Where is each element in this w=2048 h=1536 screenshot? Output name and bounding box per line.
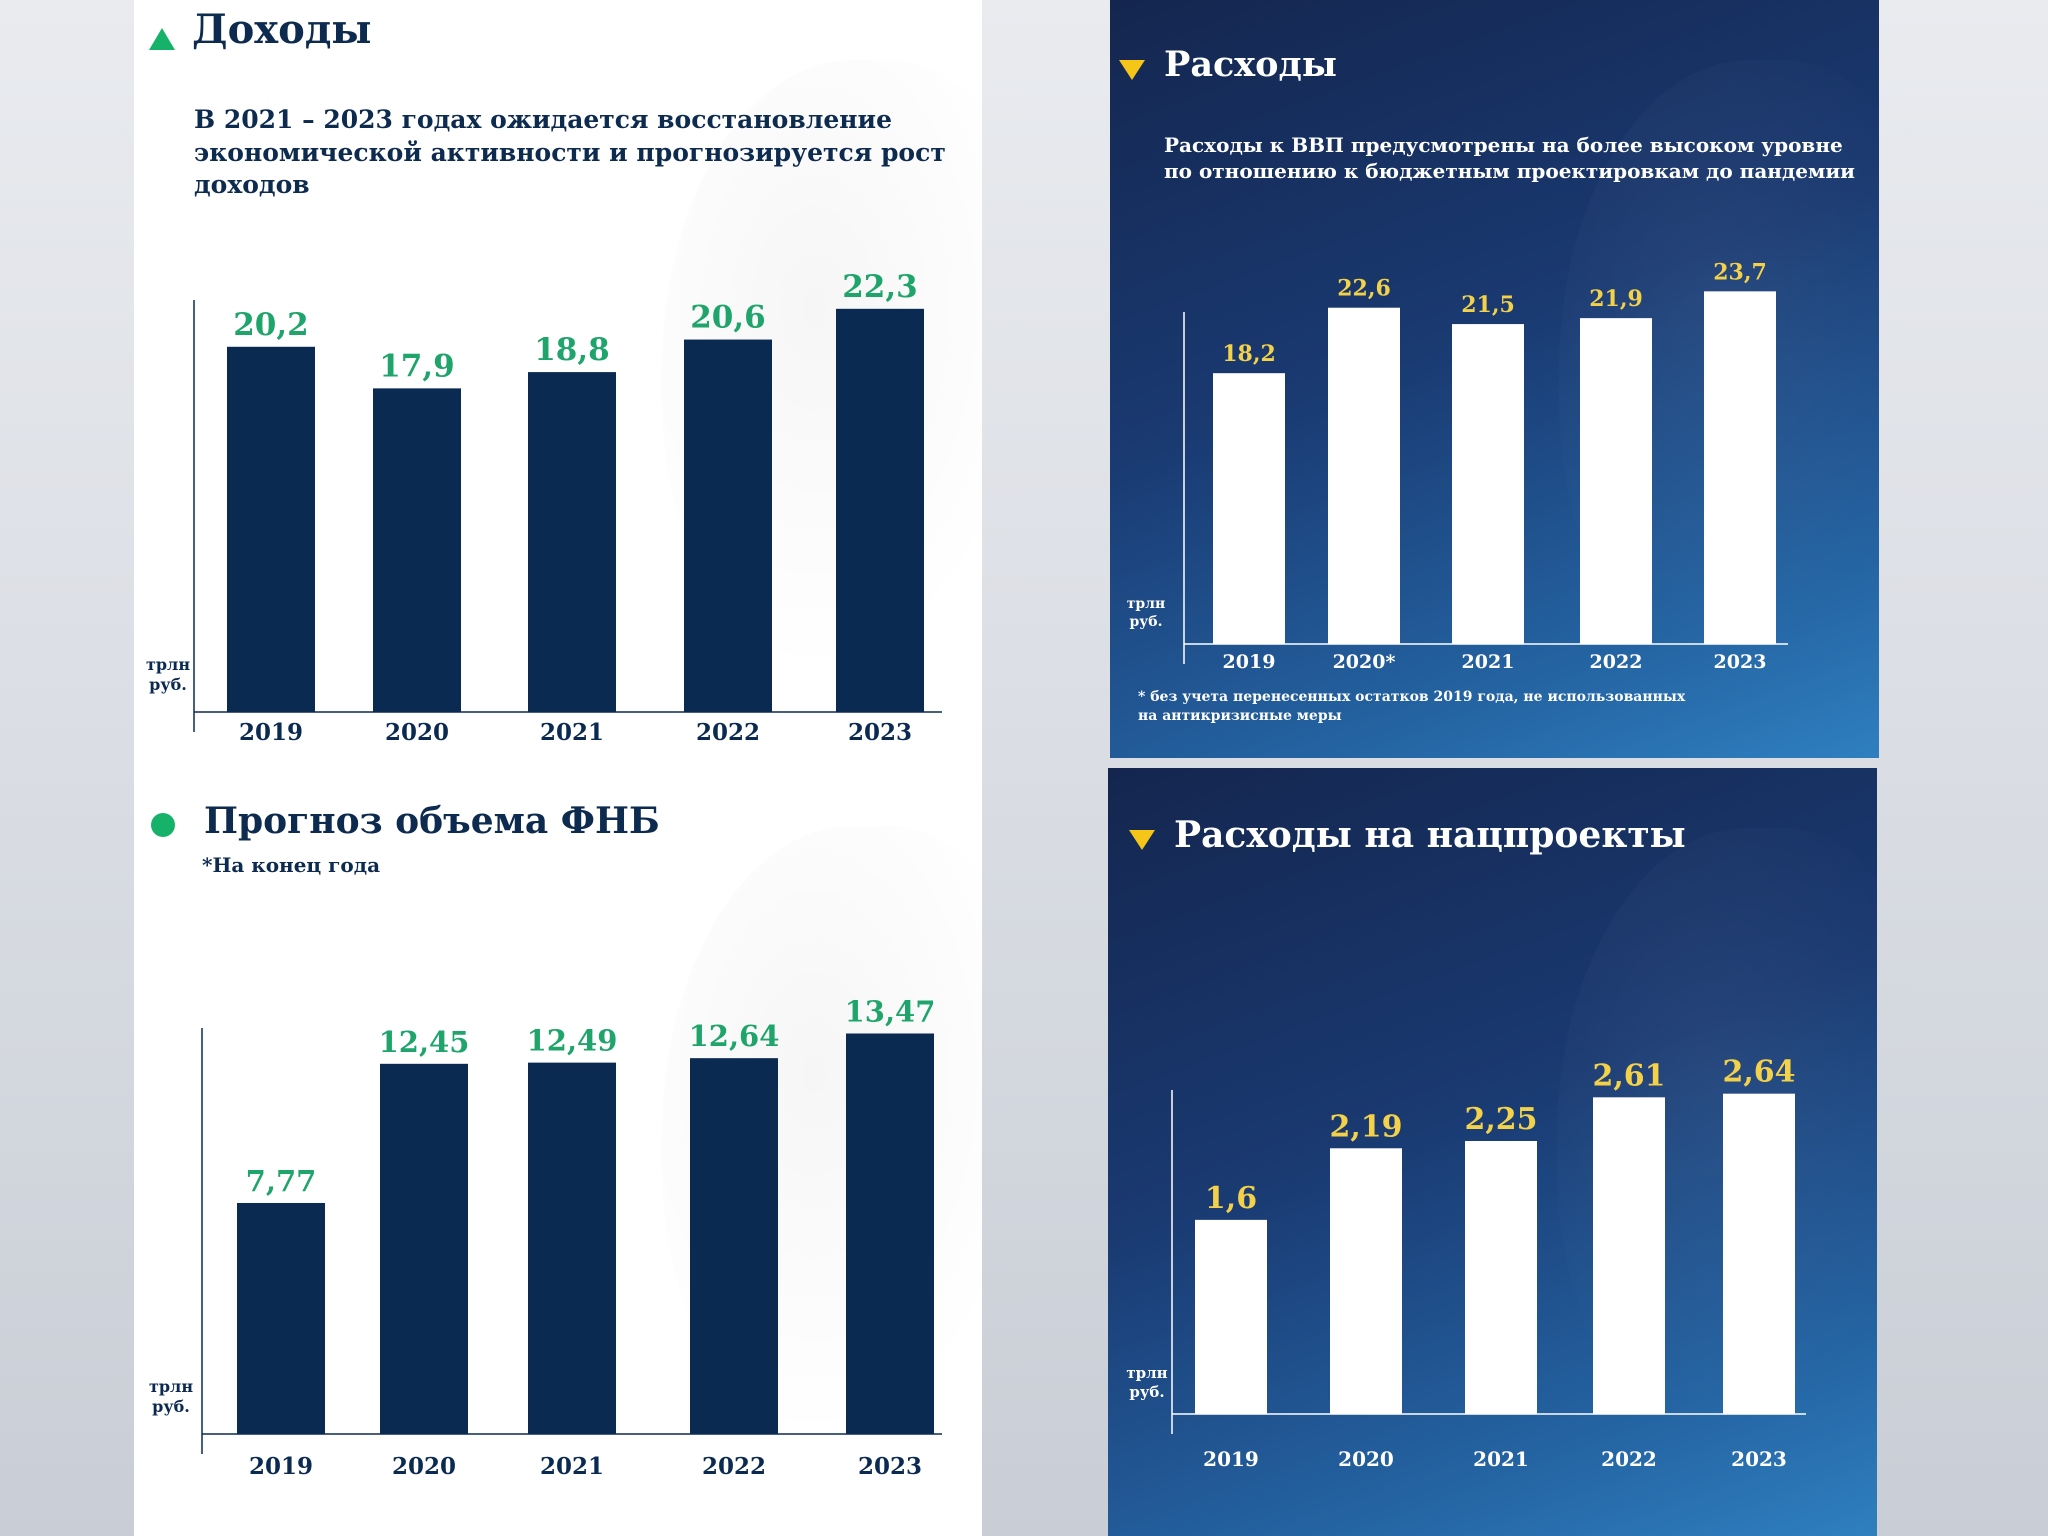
expenses-subtitle: Расходы к ВВП предусмотрены на более выс… [1164, 132, 1855, 184]
category-label: 2022 [702, 1453, 766, 1480]
value-label: 7,77 [246, 1164, 317, 1198]
value-label: 20,6 [690, 300, 766, 336]
category-label: 2020 [1338, 1447, 1394, 1471]
axis-unit-label: трлн [146, 655, 190, 674]
bar-2020 [380, 1063, 468, 1434]
expenses-subtitle-line2: по отношению к бюджетным проектировкам д… [1164, 159, 1856, 183]
triangle-down-icon [1129, 830, 1155, 850]
bar-2021 [528, 1062, 616, 1434]
axis-unit-label: руб. [1130, 614, 1163, 630]
expenses-footnote-line1: * без учета перенесенных остатков 2019 г… [1138, 689, 1686, 705]
bar-2023 [846, 1033, 934, 1434]
expenses-chart: трлн руб. 18,2 2019 22,6 2020* 21,5 2021 21,9 202… [1127, 259, 1788, 673]
category-label: 2022 [1601, 1447, 1657, 1471]
category-label: 2021 [540, 719, 604, 746]
circle-icon [151, 813, 175, 837]
value-label: 12,49 [527, 1024, 618, 1058]
bar-2020 [373, 388, 461, 712]
category-label: 2023 [1731, 1447, 1787, 1471]
value-label: 22,3 [842, 269, 918, 305]
expenses-panel: Расходы Расходы к ВВП предусмотрены на б… [1110, 0, 1879, 758]
bar-2021 [1452, 324, 1524, 644]
value-label: 23,7 [1713, 259, 1767, 285]
category-label: 2023 [858, 1453, 922, 1480]
expenses-subtitle-line1: Расходы к ВВП предусмотрены на более выс… [1164, 133, 1843, 157]
bar-2022 [690, 1058, 778, 1434]
expenses-footnote-line2: на антикризисные меры [1138, 707, 1342, 724]
expenses-footnote: * без учета перенесенных остатков 2019 г… [1138, 688, 1685, 726]
value-label: 2,19 [1329, 1109, 1402, 1144]
axis-unit-label: трлн [1127, 596, 1166, 612]
natprojects-title: Расходы на нацпроекты [1174, 814, 1686, 856]
fnb-title: Прогноз объема ФНБ [204, 800, 660, 842]
category-label: 2022 [696, 719, 760, 746]
bar-2020 [1330, 1148, 1402, 1414]
value-label: 17,9 [379, 348, 455, 384]
revenue-subtitle: В 2021 – 2023 годах ожидается восстановл… [194, 104, 982, 202]
category-label: 2023 [1714, 651, 1767, 673]
fnb-panel: Прогноз объема ФНБ *На конец года трлн ру… [134, 766, 982, 1536]
value-label: 13,47 [845, 994, 936, 1028]
axis-unit-label: трлн [149, 1377, 193, 1396]
category-label: 2022 [1590, 651, 1643, 673]
category-label: 2021 [1462, 651, 1515, 673]
bar-2020 [1328, 307, 1400, 644]
value-label: 21,5 [1461, 292, 1515, 318]
value-label: 18,8 [534, 332, 610, 368]
bar-2019 [1213, 373, 1285, 644]
value-label: 18,2 [1222, 341, 1276, 367]
bar-2019 [1195, 1219, 1267, 1414]
revenue-subtitle-line2: экономической активности и прогнозируетс… [194, 137, 946, 200]
category-label: 2021 [1473, 1447, 1529, 1471]
category-label: 2021 [540, 1453, 604, 1480]
natprojects-panel: Расходы на нацпроекты трлн руб. 1,6 2019 2,1… [1108, 768, 1877, 1536]
bar-2023 [836, 308, 924, 712]
bar-2022 [1580, 318, 1652, 644]
axis-unit-label: руб. [1129, 1383, 1164, 1401]
value-label: 21,9 [1589, 286, 1643, 312]
bar-2023 [1704, 291, 1776, 644]
category-label: 2020 [392, 1453, 456, 1480]
bar-2021 [1465, 1141, 1537, 1414]
value-label: 1,6 [1205, 1181, 1257, 1216]
value-label: 20,2 [233, 307, 309, 343]
value-label: 12,45 [379, 1025, 470, 1059]
category-label: 2019 [1223, 651, 1276, 673]
bar-2022 [1593, 1097, 1665, 1414]
category-label: 2019 [239, 719, 303, 746]
axis-unit-label: трлн [1126, 1364, 1167, 1382]
value-label: 12,64 [689, 1019, 780, 1053]
category-label: 2019 [1203, 1447, 1259, 1471]
bar-2023 [1723, 1093, 1795, 1414]
triangle-down-icon [1119, 60, 1145, 80]
revenue-title: Доходы [192, 6, 372, 53]
axis-unit-label: руб. [152, 1397, 190, 1416]
value-label: 22,6 [1337, 276, 1391, 302]
value-label: 2,61 [1592, 1058, 1665, 1093]
category-label: 2020 [385, 719, 449, 746]
bar-2019 [237, 1202, 325, 1434]
expenses-title: Расходы [1164, 44, 1337, 85]
category-label: 2019 [249, 1453, 313, 1480]
bar-2021 [528, 372, 616, 712]
revenue-panel: Доходы В 2021 – 2023 годах ожидается вос… [134, 0, 982, 766]
category-label: 2023 [848, 719, 912, 746]
value-label: 2,64 [1722, 1055, 1795, 1090]
bar-2022 [684, 339, 772, 712]
axis-unit-label: руб. [149, 675, 187, 694]
revenue-subtitle-line1: В 2021 – 2023 годах ожидается восстановл… [194, 105, 892, 134]
fnb-subtitle: *На конец года [202, 853, 381, 877]
bar-2019 [227, 346, 315, 712]
triangle-up-icon [149, 28, 175, 50]
category-label: 2020* [1333, 651, 1396, 673]
value-label: 2,25 [1464, 1102, 1537, 1137]
